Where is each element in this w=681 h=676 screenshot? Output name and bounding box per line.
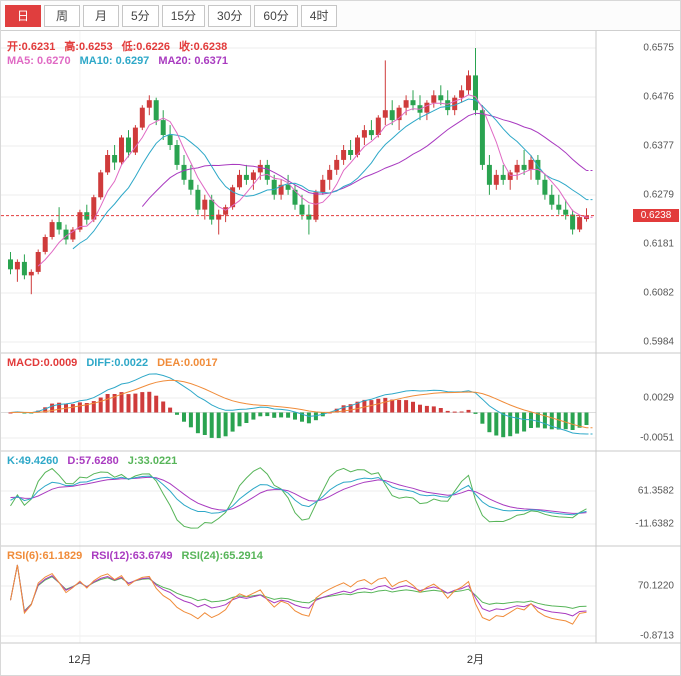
- tab-week[interactable]: 周: [44, 4, 80, 27]
- d-readout: D:57.6280: [67, 455, 119, 467]
- rsi-readout: RSI(6):61.1829 RSI(12):63.6749 RSI(24):65.…: [7, 550, 272, 562]
- ma10-readout: MA10: 0.6297: [79, 55, 150, 67]
- close-readout: 收:0.6238: [178, 41, 228, 53]
- timeframe-toolbar: 日周月 5分 15分 30分 60分 4时: [1, 1, 680, 31]
- ohlc-readout: 开:0.6231 高:0.6253 低:0.6226 收:0.6238: [7, 38, 236, 54]
- tab-15min[interactable]: 15分: [161, 4, 206, 27]
- tab-60min[interactable]: 60分: [254, 4, 298, 27]
- dea-readout: DEA:0.0017: [157, 357, 218, 369]
- rsi12-readout: RSI(12):63.6749: [91, 550, 173, 562]
- macd-readout: MACD:0.0009: [7, 357, 78, 369]
- ma20-readout: MA20: 0.6371: [158, 55, 229, 67]
- tab-4hour[interactable]: 4时: [300, 4, 338, 27]
- tab-5min[interactable]: 5分: [122, 4, 159, 27]
- rsi24-readout: RSI(24):65.2914: [181, 550, 263, 562]
- j-readout: J:33.0221: [127, 455, 178, 467]
- low-readout: 低:0.6226: [121, 41, 170, 53]
- tab-month[interactable]: 月: [83, 4, 119, 27]
- k-readout: K:49.4260: [7, 455, 59, 467]
- open-readout: 开:0.6231: [7, 41, 56, 53]
- tab-day[interactable]: 日: [5, 4, 41, 27]
- tab-30min[interactable]: 30分: [208, 4, 252, 27]
- high-readout: 高:0.6253: [64, 41, 113, 53]
- ma-readout: MA5: 0.6270 MA10: 0.6297 MA20: 0.6371: [7, 55, 237, 67]
- ma5-readout: MA5: 0.6270: [7, 55, 71, 67]
- current-price-tag: 0.6238: [633, 208, 679, 222]
- rsi6-readout: RSI(6):61.1829: [7, 550, 83, 562]
- macd-readout: MACD:0.0009 DIFF:0.0022 DEA:0.0017: [7, 357, 227, 369]
- kdj-readout: K:49.4260 D:57.6280 J:33.0221: [7, 455, 186, 467]
- diff-readout: DIFF:0.0022: [86, 357, 149, 369]
